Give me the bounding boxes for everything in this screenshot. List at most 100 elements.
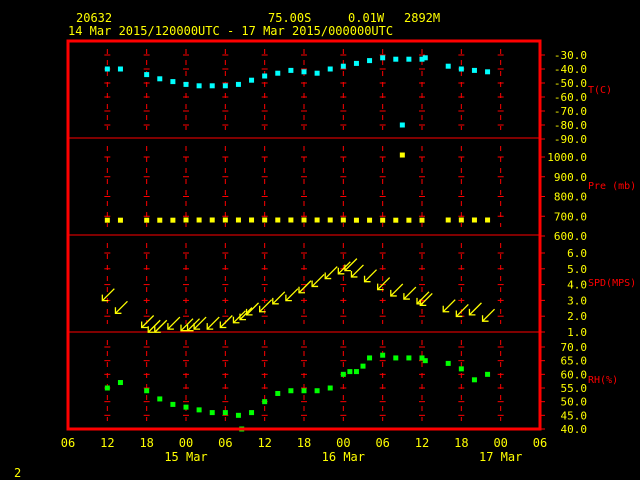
temperature-point (367, 58, 373, 64)
pressure-point (399, 152, 405, 158)
pressure-point (458, 217, 464, 223)
rh-point (196, 407, 202, 413)
pressure-point (419, 217, 425, 223)
rh-point (301, 388, 307, 394)
wind-arrow (193, 316, 207, 330)
x-axis: 06 12 18 00 06 12 18 00 06 12 18 00 06 15 Mar 16 Mar 17… (61, 436, 547, 464)
pressure-point (406, 217, 412, 223)
pressure-point (170, 217, 176, 223)
rh-point (249, 410, 255, 416)
x-tick-label: 18 (454, 436, 468, 450)
x-tick-label: 12 (257, 436, 271, 450)
station-id: 20632 (76, 11, 112, 25)
wind-arrow (324, 266, 338, 280)
y-tick-label: 800.0 (554, 191, 587, 204)
wind-arrow-shaft (311, 273, 325, 287)
rh-point (209, 410, 215, 416)
pressure-point (327, 217, 333, 223)
temperature-point (406, 56, 412, 62)
wind-arrow (363, 269, 378, 283)
temperature-point (222, 83, 228, 89)
y-axes: -30.0-40.0-50.0-60.0-70.0-80.0-90.0 T(C) 1… (540, 49, 636, 436)
wind-arrow (419, 292, 433, 307)
y-tick-label: 50.0 (561, 396, 588, 409)
x-tick-label: 18 (139, 436, 153, 450)
rh-point (117, 380, 123, 386)
x-tick-label: 00 (336, 436, 350, 450)
temperature-point (399, 122, 405, 128)
rh-point (170, 401, 176, 407)
rh-point (340, 371, 346, 377)
temperature-point (380, 55, 386, 61)
pressure-point (144, 217, 150, 223)
rh-point (157, 396, 163, 402)
pressure-point (262, 217, 268, 223)
x-date-label: 15 Mar (164, 450, 207, 464)
wind-arrow-shaft (246, 302, 260, 316)
rh-point (327, 385, 333, 391)
rh-point (485, 371, 491, 377)
x-tick-label: 18 (297, 436, 311, 450)
pressure-point (288, 217, 294, 223)
time-range: 14 Mar 2015/120000UTC - 17 Mar 2015/0000… (68, 24, 393, 38)
rh-point (104, 385, 110, 391)
wind-arrow-head (390, 289, 397, 297)
rh-point (275, 390, 281, 396)
wind-arrow-shaft (455, 304, 469, 317)
y-tick-label: 40.0 (561, 423, 588, 436)
x-tick-label: 06 (61, 436, 75, 450)
pressure-point (222, 217, 228, 223)
temperature-point (275, 70, 281, 76)
wind-arrow-shaft (390, 283, 404, 297)
wind-arrow-shaft (285, 288, 299, 302)
x-tick-label: 12 (100, 436, 114, 450)
temperature-point (445, 63, 451, 69)
wind-arrow-shaft (403, 286, 417, 300)
y-axis-label: T(C) (588, 85, 612, 96)
y-tick-label: -70.0 (554, 105, 587, 118)
wind-arrow-head (403, 293, 410, 300)
pressure-point (209, 217, 215, 223)
y-tick-label: -90.0 (554, 133, 587, 146)
pressure-point (471, 217, 477, 223)
rh-point (222, 410, 228, 416)
temperature-point (183, 81, 189, 87)
rh-point (353, 369, 359, 375)
grid-marks (104, 49, 504, 421)
temperature-point (340, 63, 346, 69)
x-tick-label: 00 (493, 436, 507, 450)
temperature-point (422, 55, 428, 61)
temperature-point (327, 66, 333, 72)
y-tick-label: -30.0 (554, 49, 587, 62)
wind-arrow-shaft (350, 264, 364, 278)
rh-point (458, 366, 464, 372)
wind-arrow-shaft (101, 288, 115, 302)
wind-arrow-head (481, 315, 489, 322)
wind-arrow (311, 273, 325, 288)
pressure-point (301, 217, 307, 223)
temperature-point (288, 67, 294, 73)
y-tick-label: -40.0 (554, 63, 587, 76)
pressure-point (485, 217, 491, 223)
y-tick-label: 2.0 (567, 310, 587, 323)
rh-point (235, 412, 241, 418)
wind-arrow-head (272, 297, 279, 305)
wind-arrow-head (239, 313, 246, 321)
pressure-point (117, 217, 123, 223)
wind-arrow-shaft (272, 291, 286, 305)
temperature-point (301, 69, 307, 75)
wind-arrow (206, 316, 220, 330)
wind-arrow-head (298, 286, 305, 294)
wind-arrow-head (147, 326, 155, 333)
y-tick-label: 1.0 (567, 326, 587, 339)
temperature-point (144, 72, 150, 78)
wind-arrow-head (180, 324, 187, 332)
rh-point (314, 388, 320, 394)
x-tick-label: 06 (533, 436, 547, 450)
wind-arrow-head (141, 321, 148, 329)
x-tick-label: 12 (415, 436, 429, 450)
temperature-point (419, 56, 425, 62)
wind-arrow-shaft (364, 269, 378, 283)
y-axis-label: SPD(MPS) (588, 278, 636, 289)
